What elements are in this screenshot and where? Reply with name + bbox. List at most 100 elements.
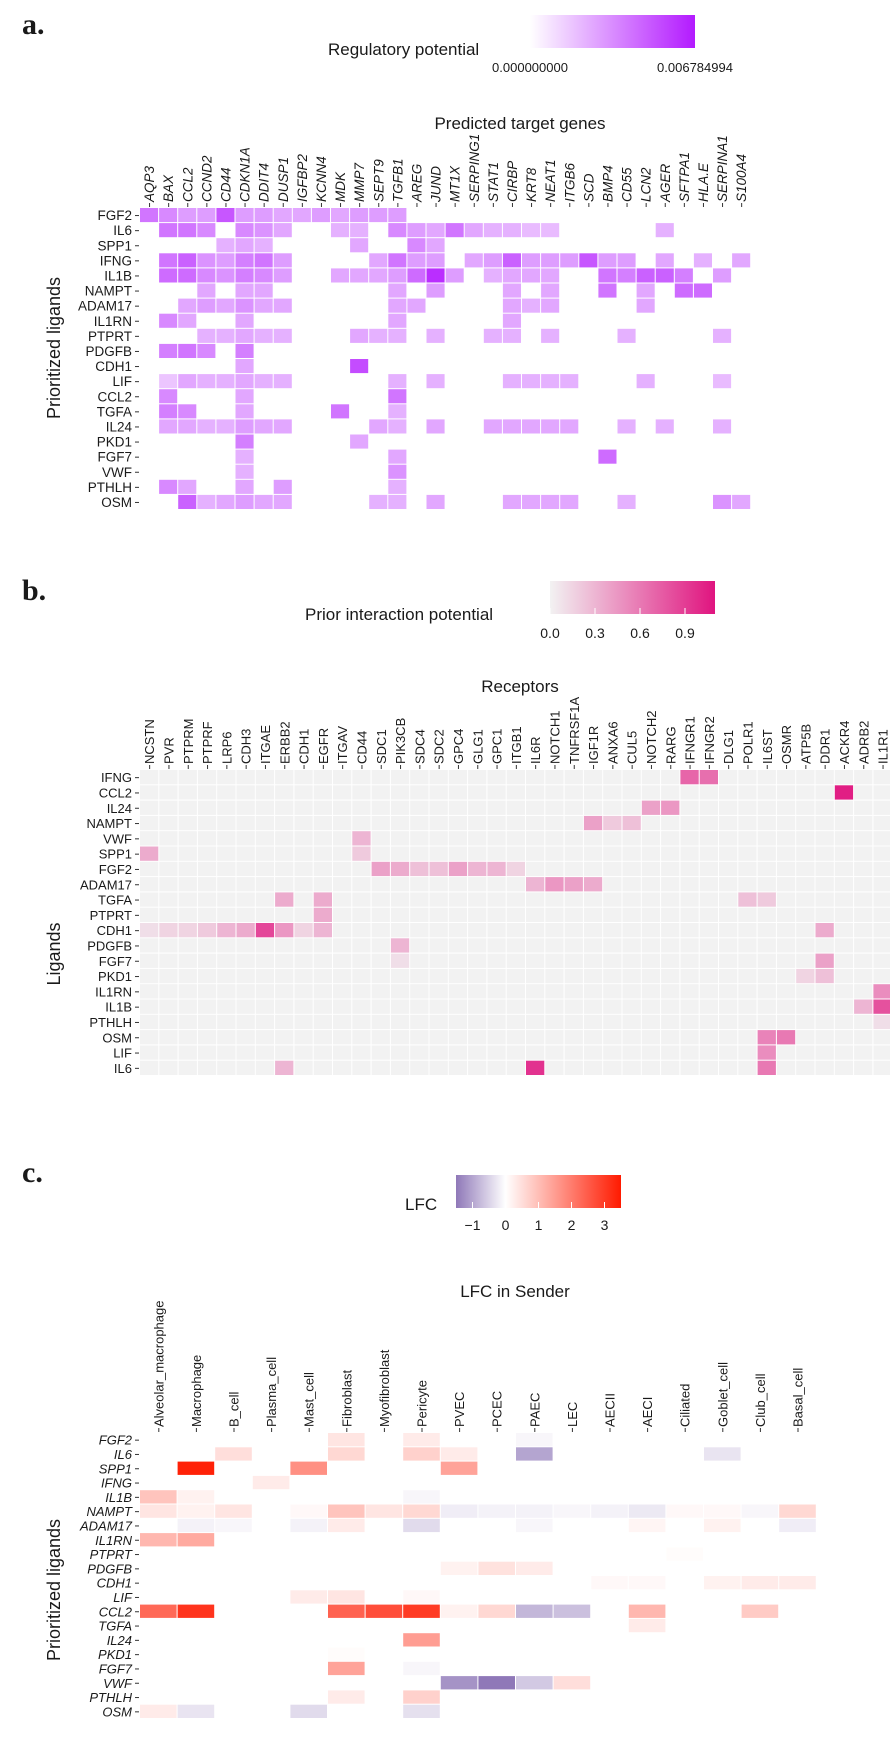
panel-b-tile bbox=[873, 1045, 890, 1060]
panel-a-tile bbox=[235, 268, 254, 283]
panel-b-tile bbox=[680, 815, 699, 831]
panel-a-tile bbox=[655, 223, 674, 238]
panel-a-legend-tick-1: 0.006784994 bbox=[657, 60, 733, 75]
panel-a-tile bbox=[350, 238, 369, 253]
panel-b-tile bbox=[140, 831, 159, 846]
panel-a-tile bbox=[502, 494, 521, 509]
panel-a-tile bbox=[636, 268, 655, 283]
panel-b-tile bbox=[178, 1030, 197, 1045]
panel-b-tile bbox=[834, 831, 854, 846]
panel-c-title: LFC in Sender bbox=[460, 1282, 570, 1301]
panel-b-tile bbox=[545, 1060, 564, 1075]
panel-c-tile bbox=[290, 1518, 327, 1533]
panel-b-tile bbox=[275, 923, 294, 938]
panel-b-tile bbox=[217, 861, 236, 877]
panel-b-tile bbox=[719, 953, 738, 968]
panel-c-xlabel-tick: Plasma_cell bbox=[264, 1357, 279, 1427]
panel-b-tile bbox=[796, 984, 815, 999]
panel-b-tile bbox=[217, 892, 236, 907]
panel-b-tile bbox=[468, 770, 487, 785]
panel-b-tile bbox=[410, 984, 429, 999]
panel-b-tile bbox=[641, 892, 661, 907]
panel-b-label: b. bbox=[22, 574, 46, 607]
panel-b-tile bbox=[545, 1045, 564, 1060]
panel-b-tile bbox=[255, 907, 275, 922]
panel-c-tile bbox=[403, 1661, 440, 1676]
panel-a-tile bbox=[407, 223, 426, 238]
panel-b-tile bbox=[641, 800, 661, 815]
panel-a-tile bbox=[522, 298, 541, 313]
panel-b-tile bbox=[487, 999, 506, 1014]
panel-b-ylabel-tick: ADAM17 bbox=[80, 877, 132, 892]
panel-a-ylabel-tick: PTHLH bbox=[88, 480, 132, 495]
panel-b-tile bbox=[487, 815, 506, 831]
panel-b-tile bbox=[796, 785, 815, 800]
panel-b-tile bbox=[680, 785, 699, 800]
panel-b-tile bbox=[410, 907, 429, 922]
panel-b-xlabel-tick: IFNGR2 bbox=[702, 716, 717, 764]
panel-b-tile bbox=[796, 815, 815, 831]
panel-b-tile bbox=[873, 846, 890, 861]
panel-b-tile bbox=[757, 1060, 776, 1075]
panel-b-tile bbox=[352, 1060, 371, 1075]
panel-b-tile bbox=[448, 831, 468, 846]
panel-b-tile bbox=[390, 815, 410, 831]
panel-b-legend-tick: 0.6 bbox=[630, 625, 650, 641]
panel-b-tile bbox=[776, 1030, 796, 1045]
panel-b-tile bbox=[873, 953, 890, 968]
panel-b-tile bbox=[275, 1045, 294, 1060]
panel-b-tile bbox=[661, 815, 680, 831]
panel-a-tile bbox=[713, 374, 732, 389]
panel-c-legend-ticks: −1 0 1 2 3 bbox=[465, 1202, 609, 1233]
panel-b-tile bbox=[236, 831, 255, 846]
panel-a-tile bbox=[216, 419, 235, 434]
panel-b-tile bbox=[583, 846, 603, 861]
panel-b-tile bbox=[390, 923, 410, 938]
panel-a-tile bbox=[235, 434, 254, 449]
panel-b-tile bbox=[294, 770, 313, 785]
panel-a-tile bbox=[216, 298, 235, 313]
panel-b-tile bbox=[217, 770, 236, 785]
panel-a-tile bbox=[407, 268, 426, 283]
panel-b-tile bbox=[757, 861, 776, 877]
panel-b-tile bbox=[178, 984, 197, 999]
panel-c-tile bbox=[553, 1504, 591, 1518]
panel-a-tile bbox=[273, 494, 292, 509]
panel-a-xlabel-tick: AQP3 bbox=[142, 165, 157, 203]
panel-b-tile bbox=[564, 984, 583, 999]
panel-b-tile bbox=[255, 1045, 275, 1060]
panel-c-tile bbox=[177, 1533, 215, 1547]
panel-b-tile bbox=[564, 1030, 583, 1045]
panel-b-tile bbox=[236, 815, 255, 831]
panel-b-tile bbox=[526, 953, 545, 968]
panel-b-tile bbox=[661, 984, 680, 999]
panel-b-tile bbox=[159, 907, 178, 922]
panel-b-tile bbox=[583, 907, 603, 922]
panel-b-tile bbox=[255, 892, 275, 907]
panel-b-tile bbox=[506, 984, 525, 999]
panel-b-tile bbox=[661, 800, 680, 815]
panel-c-ylabel-tick: FGF2 bbox=[99, 1433, 133, 1448]
panel-b-tile bbox=[641, 1045, 661, 1060]
panel-b-tile bbox=[622, 923, 641, 938]
panel-a-tile bbox=[426, 374, 445, 389]
panel-b-tile bbox=[545, 953, 564, 968]
panel-b-tile bbox=[255, 877, 275, 892]
panel-b-tile bbox=[757, 892, 776, 907]
panel-c-tile bbox=[215, 1447, 252, 1461]
panel-b-tile bbox=[197, 1060, 217, 1075]
panel-c-tile bbox=[704, 1447, 741, 1461]
panel-c-tile bbox=[328, 1447, 365, 1461]
panel-b-tile bbox=[217, 1060, 236, 1075]
panel-b-tile bbox=[275, 938, 294, 953]
panel-b-tile bbox=[603, 770, 622, 785]
panel-b-tile bbox=[429, 892, 448, 907]
panel-b-tile bbox=[313, 770, 332, 785]
panel-b-tile bbox=[506, 1060, 525, 1075]
panel-b-tile bbox=[333, 1045, 352, 1060]
panel-b-tile bbox=[159, 999, 178, 1014]
panel-a-tile bbox=[388, 419, 407, 434]
panel-b-tile bbox=[603, 984, 622, 999]
panel-b-tile bbox=[815, 800, 834, 815]
panel-b-tile bbox=[738, 923, 757, 938]
